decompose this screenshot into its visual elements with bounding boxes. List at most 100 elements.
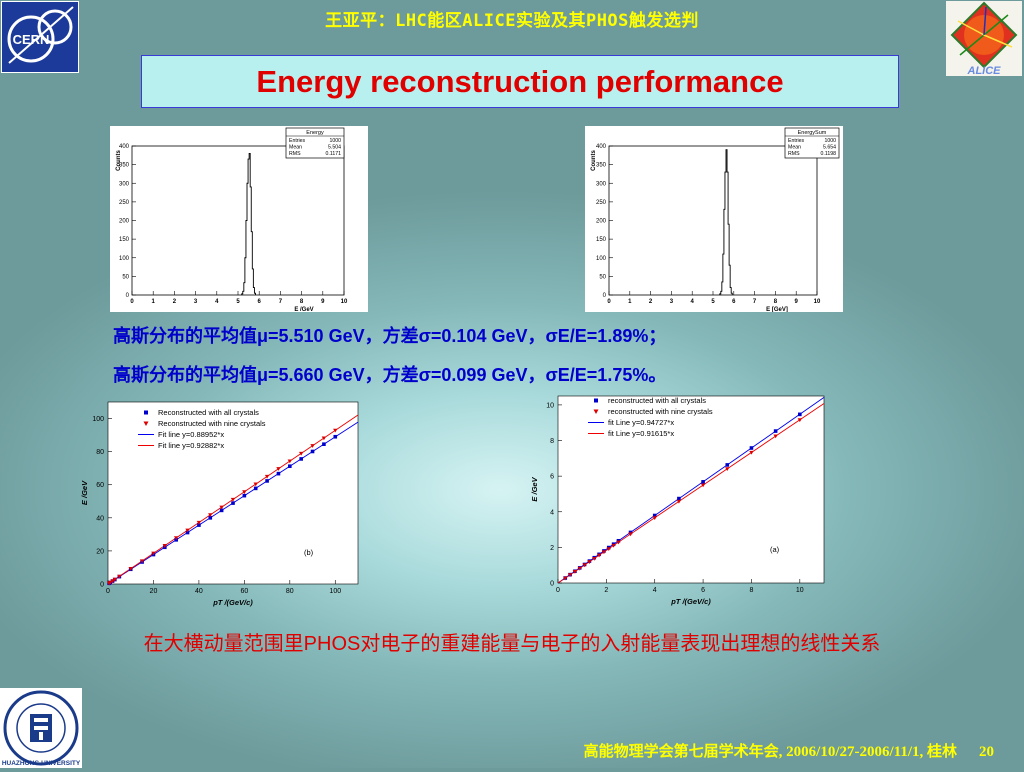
x-tick-label: 7: [753, 299, 757, 305]
legend-label: Reconstructed with all crystals: [158, 408, 259, 417]
x-axis-label: pT /(GeV/c): [670, 597, 711, 606]
x-axis-label: E [GeV]: [766, 307, 788, 312]
y-tick-label: 0: [550, 581, 554, 588]
legend-swatch: [594, 398, 598, 403]
footer: 高能物理学会第七届学术年会, 2006/10/27-2006/11/1, 桂林 2…: [584, 740, 994, 761]
data-point-nine-crystals: [567, 573, 573, 578]
histogram-bars: [241, 153, 256, 295]
legend-swatch: [593, 409, 599, 414]
y-tick-label: 300: [119, 181, 130, 187]
cern-logo: CERN: [0, 0, 80, 74]
fit-line: [557, 403, 825, 584]
data-point-nine-crystals: [773, 434, 778, 439]
x-tick-label: 2: [649, 299, 653, 305]
data-point-nine-crystals: [108, 580, 113, 585]
stats-label: Mean: [289, 145, 302, 151]
cern-logo-text: CERN: [13, 32, 50, 47]
data-point-all-crystals: [773, 429, 778, 433]
data-point-nine-crystals: [749, 450, 754, 455]
y-tick-label: 100: [92, 416, 104, 423]
legend-label: Fit line y=0.88952*x: [158, 430, 224, 439]
x-tick-label: 3: [194, 299, 198, 305]
x-tick-label: 8: [750, 587, 754, 594]
y-tick-label: 400: [119, 144, 130, 150]
data-point-all-crystals: [185, 530, 190, 535]
x-tick-label: 20: [150, 588, 158, 595]
data-point-all-crystals: [253, 486, 258, 491]
x-tick-label: 0: [130, 299, 134, 305]
y-tick-label: 80: [96, 449, 104, 456]
data-point-all-crystals: [242, 493, 247, 498]
legend-label: Fit line y=0.92882*x: [158, 441, 224, 450]
y-tick-label: 2: [550, 545, 554, 552]
footer-text: 高能物理学会第七届学术年会, 2006/10/27-2006/11/1, 桂林: [583, 744, 957, 760]
data-point-nine-crystals: [616, 540, 621, 545]
university-logo-text: HUAZHONG UNIVERSITY: [2, 760, 81, 767]
y-tick-label: 0: [126, 293, 130, 299]
y-tick-label: 50: [599, 274, 606, 280]
y-tick-label: 350: [596, 163, 607, 169]
panel-label: (a): [770, 545, 780, 554]
y-tick-label: 4: [550, 509, 554, 516]
x-tick-label: 10: [814, 299, 821, 305]
x-tick-label: 100: [329, 588, 341, 595]
y-tick-label: 20: [96, 548, 104, 555]
linearity-plot-a: 0 2 4 6 8 10 0 2 4 6 8 10 reconstructed with all cry…: [528, 392, 828, 616]
x-tick-label: 4: [215, 299, 219, 305]
data-point-nine-crystals: [112, 577, 118, 582]
x-tick-label: 8: [300, 299, 304, 305]
data-point-nine-crystals: [700, 483, 706, 488]
data-point-nine-crystals: [628, 532, 633, 537]
data-point-all-crystals: [677, 496, 681, 501]
x-tick-label: 0: [607, 299, 611, 305]
stats-box: [784, 127, 840, 159]
plot-frame: [131, 145, 345, 296]
x-tick-label: 0: [556, 587, 560, 594]
stats-value: 5.654: [823, 145, 836, 151]
stats-name: EnergySum: [798, 130, 827, 136]
data-point-nine-crystals: [572, 570, 578, 574]
summary-text: 在大横动量范围里PHOS对电子的重建能量与电子的入射能量表现出理想的线性关系: [143, 633, 881, 655]
stats-label: RMS: [788, 151, 800, 157]
y-tick-label: 6: [550, 474, 554, 481]
data-point-nine-crystals: [321, 436, 327, 441]
legend-label: reconstructed with all crystals: [608, 396, 706, 405]
x-tick-label: 5: [711, 299, 715, 305]
data-point-nine-crystals: [128, 567, 133, 571]
y-tick-label: 250: [596, 200, 607, 206]
stats-label: RMS: [289, 151, 301, 157]
data-point-nine-crystals: [592, 557, 597, 561]
data-point-nine-crystals: [287, 459, 293, 464]
data-point-nine-crystals: [606, 547, 611, 552]
x-tick-label: 2: [173, 299, 177, 305]
y-tick-label: 150: [596, 237, 607, 243]
plot-area: [107, 401, 359, 585]
data-point-all-crystals: [798, 412, 802, 417]
y-tick-label: 8: [550, 438, 554, 445]
data-point-nine-crystals: [577, 566, 582, 571]
slide-title-box: Energy reconstruction performance: [141, 55, 899, 108]
y-tick-label: 150: [119, 237, 130, 243]
legend-label: reconstructed with nine crystals: [608, 407, 713, 416]
alice-logo-text: ALICE: [967, 65, 1002, 76]
x-tick-label: 10: [341, 299, 348, 305]
y-tick-label: 40: [96, 515, 104, 522]
data-point-all-crystals: [652, 513, 657, 518]
data-point-nine-crystals: [117, 574, 122, 579]
stats-name: Energy: [306, 130, 324, 136]
data-point-nine-crystals: [601, 550, 607, 555]
x-tick-label: 1: [628, 299, 632, 305]
x-tick-label: 2: [604, 587, 608, 594]
data-point-all-crystals: [701, 480, 705, 484]
data-point-nine-crystals: [676, 499, 682, 504]
data-point-nine-crystals: [652, 516, 657, 521]
data-point-nine-crystals: [797, 418, 803, 423]
x-tick-label: 6: [701, 587, 705, 594]
y-tick-label: 350: [119, 163, 130, 169]
y-tick-label: 100: [119, 256, 130, 262]
stats-label: Mean: [788, 145, 801, 151]
data-point-all-crystals: [197, 523, 201, 527]
x-tick-label: 8: [774, 299, 778, 305]
panel-label: (b): [304, 548, 314, 557]
data-point-nine-crystals: [185, 528, 190, 533]
